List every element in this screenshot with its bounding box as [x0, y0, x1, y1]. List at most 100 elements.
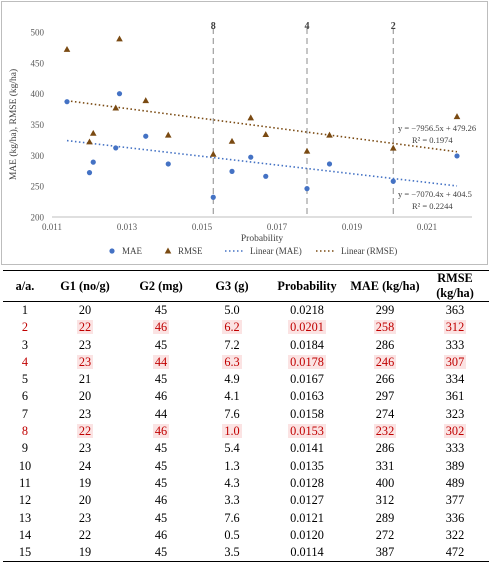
table-row: 7 23 44 7.6 0.0158 274 323	[3, 406, 489, 423]
cell-g3: 6.3	[199, 354, 265, 371]
x-tick-label: 0.015	[192, 222, 213, 232]
mae-point	[116, 91, 123, 97]
cell-g2: 45	[154, 458, 168, 473]
cell-probability: 0.0128	[290, 475, 324, 490]
rmse-point	[209, 150, 217, 157]
cell-g1: 23	[78, 441, 92, 456]
rmse-point	[89, 129, 97, 136]
cell-mae: 312	[375, 493, 395, 508]
cell-g1: 19	[78, 475, 92, 490]
table-row: 12 20 46 3.3 0.0127 312 377	[3, 492, 489, 509]
cell-mae: 289	[375, 510, 395, 525]
y-tick-label: 400	[31, 89, 45, 99]
rmse-point	[63, 45, 71, 52]
mae-point	[263, 173, 269, 179]
cell-probability: 0.0114	[265, 544, 349, 562]
cell-mae: 246	[349, 354, 421, 371]
cell-g3: 1.0	[199, 423, 265, 440]
cell-g1: 23	[47, 354, 123, 371]
cell-g3: 1.3	[224, 458, 240, 473]
cell-g1: 22	[47, 319, 123, 336]
table-row: 13 23 45 7.6 0.0121 289 336	[3, 510, 489, 527]
cell-g2: 44	[154, 406, 168, 421]
cell-g2: 46	[123, 319, 199, 336]
legend-linear-mae-label: Linear (MAE)	[250, 246, 302, 256]
cell-rmse: 472	[421, 544, 489, 562]
cell-mae: 286	[375, 337, 395, 352]
reference-line-label: 8	[211, 21, 216, 32]
highlighted-value: 23	[76, 354, 94, 369]
cell-rmse: 363	[445, 303, 465, 317]
header-g1: G1 (no/g)	[47, 270, 123, 302]
cell-mae: 274	[375, 406, 395, 421]
header-aa: a/a.	[3, 270, 47, 302]
cell-g2: 45	[154, 475, 168, 490]
reference-line-label: 4	[305, 21, 310, 32]
cell-mae: 299	[375, 303, 395, 317]
cell-aa: 15	[3, 544, 47, 562]
table-row: 8 22 46 1.0 0.0153 232 302	[3, 423, 489, 440]
x-tick-label: 0.021	[417, 222, 437, 232]
table-body: 1 20 45 5.0 0.0218 299 363 2 22 46 6.2 0.0201 258 312…	[3, 302, 489, 562]
highlighted-value: 6.3	[222, 354, 242, 369]
table-row: 1 20 45 5.0 0.0218 299 363	[3, 302, 489, 320]
cell-g3: 5.0	[224, 303, 240, 317]
x-tick-label: 0.011	[42, 222, 62, 232]
cell-g3: 6.2	[199, 319, 265, 336]
cell-aa: 6	[21, 389, 29, 404]
cell-g1: 23	[78, 510, 92, 525]
reference-line-label: 2	[391, 21, 396, 32]
cell-probability: 0.0141	[290, 441, 324, 456]
cell-probability: 0.0178	[265, 354, 349, 371]
table-row: 6 20 46 4.1 0.0163 297 361	[3, 388, 489, 405]
cell-g2: 44	[123, 354, 199, 371]
cell-g1: 22	[47, 423, 123, 440]
cell-aa: 4	[21, 354, 29, 369]
cell-g3: 4.1	[224, 389, 240, 404]
cell-g2: 46	[154, 389, 168, 404]
highlighted-value: 0.0153	[288, 424, 326, 439]
rmse-point	[142, 97, 150, 104]
highlighted-value: 0.0201	[288, 320, 326, 335]
mae-point	[143, 133, 149, 139]
highlighted-value: 0.0178	[288, 354, 326, 369]
highlighted-value: 1.0	[222, 424, 242, 439]
cell-rmse: 333	[445, 441, 465, 456]
mae-point	[113, 145, 119, 151]
results-table-container: a/a. G1 (no/g) G2 (mg) G3 (g) Probabilit…	[0, 270, 493, 562]
header-g2: G2 (mg)	[123, 270, 199, 302]
header-mae: MAE (kg/ha)	[349, 270, 421, 302]
cell-probability: 0.0218	[290, 303, 324, 317]
cell-g3: 4.3	[224, 475, 240, 490]
cell-aa: 9	[21, 441, 29, 456]
scatter-chart: 200 250 300 350 400 450 500 0.011 0.013 0.015 0.01…	[8, 21, 476, 256]
highlighted-value: 232	[373, 424, 397, 439]
cell-aa: 7	[21, 406, 29, 421]
legend-rmse-marker	[164, 247, 172, 254]
highlighted-value: 312	[443, 320, 467, 335]
y-tick-label: 200	[31, 213, 45, 223]
cell-mae: 232	[349, 423, 421, 440]
highlighted-value: 307	[443, 354, 467, 369]
cell-g2: 45	[154, 441, 168, 456]
table-row: 11 19 45 4.3 0.0128 400 489	[3, 475, 489, 492]
highlighted-value: 44	[152, 354, 170, 369]
header-probability: Probability	[265, 270, 349, 302]
cell-g1: 20	[78, 303, 92, 317]
y-axis-title: MAE (kg/ha), RMSE (kg/ha)	[8, 69, 19, 180]
rmse-point	[453, 113, 461, 120]
cell-aa: 2	[21, 320, 29, 335]
cell-g2: 46	[154, 493, 168, 508]
cell-probability: 0.0163	[290, 389, 324, 404]
mae-trend-equation: y = −7070.4x + 404.5	[398, 189, 472, 199]
cell-g1: 20	[78, 493, 92, 508]
cell-rmse: 336	[445, 510, 465, 525]
mae-trend-r2: R² = 0.2244	[412, 201, 453, 211]
rmse-trend-equation: y = −7956.5x + 479.26	[398, 123, 476, 133]
y-tick-label: 500	[31, 28, 45, 38]
table-row: 5 21 45 4.9 0.0167 266 334	[3, 371, 489, 388]
cell-rmse: 302	[421, 423, 489, 440]
table-row: 9 23 45 5.4 0.0141 286 333	[3, 440, 489, 457]
cell-rmse: 307	[421, 354, 489, 371]
cell-probability: 0.0167	[290, 372, 324, 387]
